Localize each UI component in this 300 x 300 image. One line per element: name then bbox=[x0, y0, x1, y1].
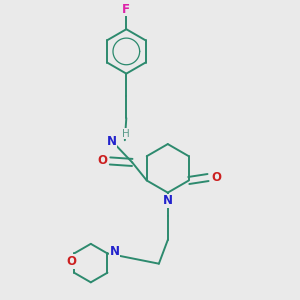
Text: N: N bbox=[110, 245, 120, 259]
Text: F: F bbox=[122, 3, 130, 16]
Text: N: N bbox=[106, 135, 116, 148]
Text: H: H bbox=[122, 129, 130, 139]
Text: O: O bbox=[66, 255, 76, 268]
Text: O: O bbox=[211, 171, 221, 184]
Text: N: N bbox=[163, 194, 173, 207]
Text: O: O bbox=[98, 154, 108, 167]
